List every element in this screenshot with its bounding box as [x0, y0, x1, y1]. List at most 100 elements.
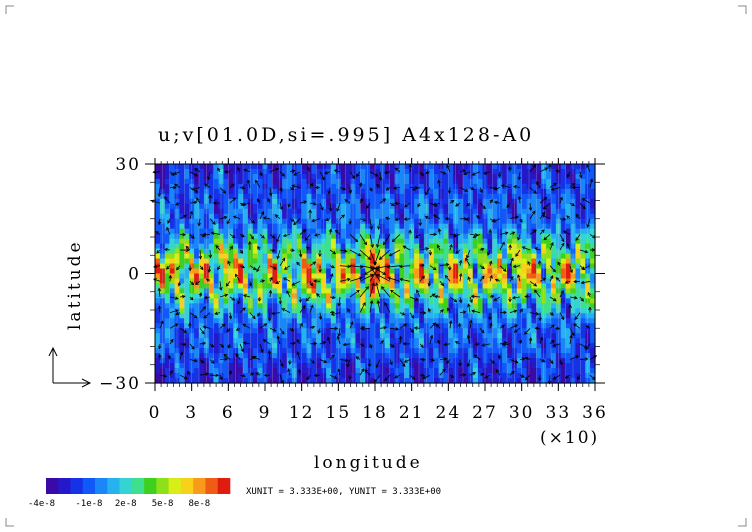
wind-vector	[446, 359, 451, 364]
heatmap-cell	[360, 213, 366, 220]
wind-vector	[429, 358, 435, 362]
wind-vector	[313, 373, 321, 378]
heatmap-cell	[394, 373, 401, 379]
heatmap-cell	[194, 348, 200, 354]
heatmap-cell	[389, 203, 396, 210]
heatmap-cell	[228, 293, 234, 299]
heatmap-cell	[238, 178, 244, 185]
wind-vector	[430, 232, 438, 237]
heatmap-cell	[511, 218, 518, 225]
heatmap-cell	[394, 218, 401, 225]
heatmap-cell	[541, 333, 547, 339]
heatmap-cell	[350, 188, 357, 195]
wind-vector	[390, 289, 401, 298]
heatmap-cell	[546, 183, 552, 190]
heatmap-cell	[213, 238, 220, 245]
heatmap-cell	[218, 168, 225, 175]
heatmap-cell	[428, 228, 435, 235]
heatmap-cell	[419, 278, 425, 285]
heatmap-cell	[335, 308, 342, 314]
heatmap-cell	[467, 273, 474, 280]
wind-vector	[555, 277, 561, 282]
heatmap-cell	[409, 208, 415, 215]
heatmap-cell	[507, 183, 513, 190]
wind-vector	[259, 234, 265, 239]
wind-vector	[228, 312, 233, 320]
heatmap-cell	[379, 173, 386, 180]
heatmap-cell	[433, 178, 440, 185]
heatmap-cell	[541, 188, 547, 195]
heatmap-cell	[213, 248, 220, 255]
heatmap-cell	[164, 183, 171, 190]
heatmap-cell	[169, 168, 176, 175]
heatmap-cell	[384, 343, 391, 349]
wind-vector	[585, 343, 591, 351]
wind-vector	[398, 264, 411, 269]
wind-vector	[479, 372, 485, 377]
heatmap-cell	[551, 368, 557, 374]
heatmap-cell	[331, 218, 337, 225]
heatmap-cell	[565, 313, 572, 319]
heatmap-cell	[472, 358, 479, 364]
heatmap-cell	[448, 213, 454, 220]
heatmap-cell	[433, 208, 440, 215]
heatmap-cell	[497, 213, 503, 220]
heatmap-cell	[526, 343, 533, 349]
heatmap-cell	[389, 213, 396, 220]
heatmap-cell	[511, 258, 518, 265]
heatmap-cell	[287, 198, 293, 205]
heatmap-cell	[213, 268, 220, 275]
heatmap-cell	[223, 358, 229, 364]
heatmap-cell	[247, 228, 254, 235]
heatmap-cell	[174, 288, 181, 295]
heatmap-cell	[262, 303, 269, 309]
heatmap-cell	[296, 313, 303, 319]
heatmap-cell	[174, 164, 181, 170]
heatmap-cell	[155, 208, 161, 215]
heatmap-cell	[179, 328, 185, 334]
heatmap-cell	[223, 348, 229, 354]
heatmap-cell	[585, 378, 591, 384]
heatmap-cell	[419, 358, 425, 364]
heatmap-cell	[375, 368, 381, 374]
heatmap-cell	[502, 178, 508, 185]
heatmap-cell	[306, 358, 313, 364]
heatmap-cell	[541, 258, 547, 265]
heatmap-cell	[194, 168, 200, 175]
heatmap-cell	[262, 308, 269, 314]
heatmap-cell	[365, 323, 371, 329]
heatmap-cell	[335, 268, 342, 275]
heatmap-cell	[228, 343, 234, 349]
heatmap-cell	[590, 198, 596, 205]
heatmap-cell	[331, 283, 337, 290]
heatmap-cell	[340, 303, 347, 309]
heatmap-cell	[199, 338, 205, 344]
wind-vector	[439, 368, 446, 376]
heatmap-cell	[541, 283, 547, 290]
heatmap-cell	[570, 223, 577, 230]
wind-vector	[318, 249, 322, 258]
wind-vector	[398, 335, 403, 344]
heatmap-cell	[247, 178, 254, 185]
heatmap-cell	[565, 268, 572, 275]
heatmap-cell	[282, 273, 288, 280]
heatmap-cell	[267, 353, 273, 359]
heatmap-cell	[360, 283, 366, 290]
heatmap-cell	[262, 178, 269, 185]
heatmap-cell	[365, 343, 371, 349]
heatmap-cell	[301, 293, 308, 299]
heatmap-cell	[570, 303, 577, 309]
heatmap-cell	[218, 278, 225, 285]
wind-vector	[509, 309, 518, 313]
heatmap-cell	[507, 178, 513, 185]
heatmap-cell	[404, 173, 410, 180]
heatmap-cell	[277, 378, 283, 384]
heatmap-cell	[590, 258, 596, 265]
wind-vector	[500, 184, 511, 188]
heatmap-cell	[267, 248, 273, 255]
wind-vector	[575, 213, 581, 220]
heatmap-cell	[272, 303, 278, 309]
heatmap-cell	[345, 288, 352, 295]
heatmap-cell	[238, 298, 244, 304]
heatmap-cell	[335, 218, 342, 225]
